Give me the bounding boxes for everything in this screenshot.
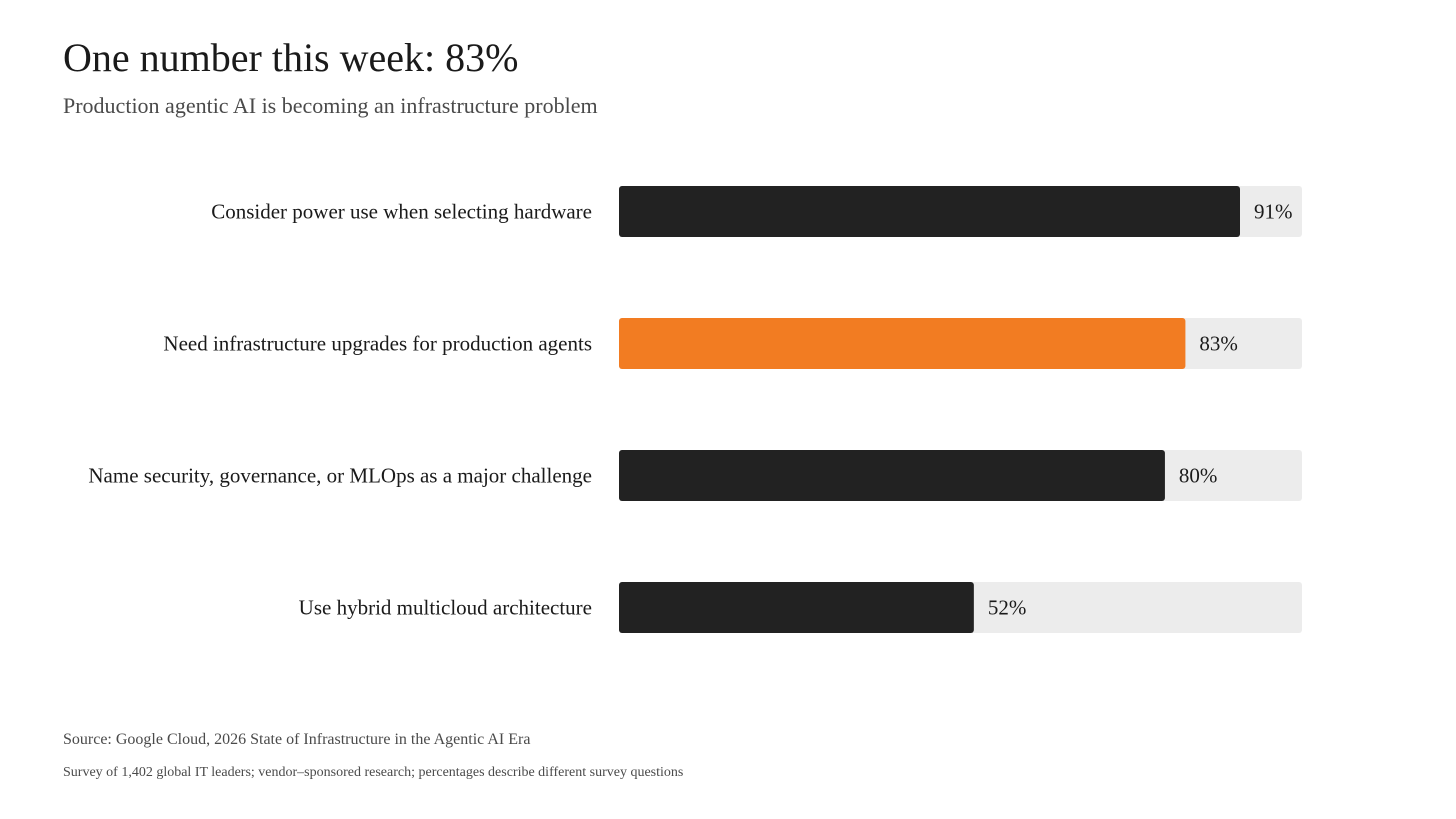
value-label-1: 91%: [1254, 200, 1293, 224]
bar-1: [619, 186, 1240, 237]
survey-note: Survey of 1,402 global IT leaders; vendo…: [63, 765, 684, 780]
bar-2: [619, 318, 1186, 369]
category-label-3: Name security, governance, or MLOps as a…: [88, 464, 592, 488]
value-label-4: 52%: [988, 596, 1027, 620]
category-label-2: Need infrastructure upgrades for product…: [163, 332, 592, 356]
source-note: Source: Google Cloud, 2026 State of Infr…: [63, 731, 531, 748]
value-label-3: 80%: [1179, 464, 1218, 488]
category-label-4: Use hybrid multicloud architecture: [299, 596, 592, 620]
value-label-2: 83%: [1199, 332, 1238, 356]
chart-title: One number this week: 83%: [63, 35, 519, 80]
category-label-1: Consider power use when selecting hardwa…: [211, 200, 592, 224]
bar-4: [619, 582, 974, 633]
chart-subtitle: Production agentic AI is becoming an inf…: [63, 93, 598, 118]
bar-3: [619, 450, 1165, 501]
